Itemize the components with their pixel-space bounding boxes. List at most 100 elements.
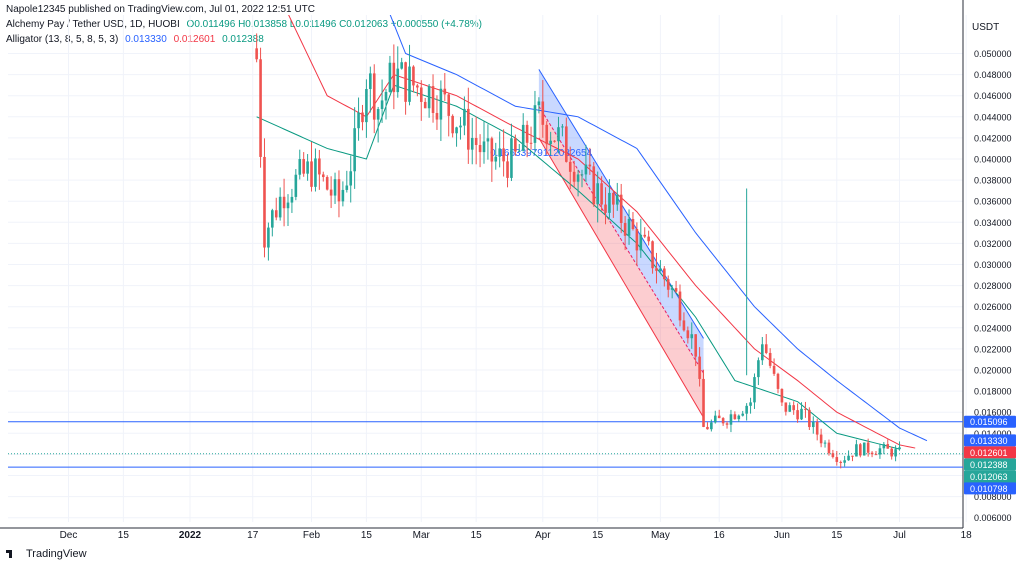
candle-body (494, 156, 498, 162)
candle-body (651, 241, 654, 269)
alligator-jaw-line (389, 15, 928, 442)
candle-body (694, 334, 697, 357)
candle-body (663, 268, 666, 280)
price-label-box (964, 482, 1016, 495)
candle-body (811, 421, 815, 428)
candle-body (302, 159, 305, 174)
candle-body (282, 196, 286, 209)
candle-body (819, 434, 823, 444)
candle-body (827, 442, 831, 454)
candle-body (835, 457, 839, 462)
candle-body (459, 125, 462, 128)
candle-body (537, 101, 541, 106)
candle-body (423, 101, 427, 109)
time-tick-label: 15 (471, 530, 483, 541)
candle-body (576, 174, 580, 182)
ohlc-values: O0.011496 H0.013858 L0.011496 C0.012063 … (186, 19, 482, 30)
candle-body (764, 344, 768, 353)
price-tick-label: 0.050000 (974, 49, 1012, 59)
time-tick-label: Mar (413, 530, 431, 541)
price-tick-label: 0.008000 (974, 492, 1012, 502)
symbol-name[interactable]: Alchemy Pay / Tether USD, 1D, HUOBI (6, 19, 180, 30)
price-label-text: 0.012388 (970, 460, 1008, 470)
price-label-text: 0.010798 (970, 484, 1008, 494)
candle-body (396, 68, 400, 93)
price-tick-label: 0.044000 (974, 112, 1012, 122)
candle-body (380, 100, 384, 110)
candle-body (882, 444, 886, 449)
brand-name: TradingView (26, 548, 87, 560)
candle-body (314, 158, 317, 187)
candle-body (447, 94, 451, 116)
candle-body (682, 320, 686, 331)
alligator-teeth-value: 0.012601 (173, 34, 216, 45)
candle-body (255, 48, 258, 60)
candle-body (839, 461, 843, 463)
candle-body (435, 112, 439, 120)
candle-body (521, 124, 525, 151)
candle-body (584, 164, 588, 175)
candle-body (866, 442, 870, 453)
time-tick-label: Jul (893, 530, 906, 541)
alligator-label[interactable]: Alligator (13, 8, 5, 8, 5, 3) (6, 34, 119, 45)
price-label-text: 0.012063 (970, 472, 1008, 482)
candle-body (427, 86, 431, 109)
candle-body (561, 126, 564, 128)
candle-body (372, 73, 376, 120)
candle-body (345, 185, 349, 190)
candle-body (263, 156, 266, 248)
candle-body (878, 448, 882, 455)
candle-body (451, 115, 454, 134)
candle-body (533, 105, 537, 143)
candle-body (478, 144, 482, 153)
candle-body (517, 150, 521, 152)
candle-body (604, 204, 607, 213)
candle-body (510, 138, 513, 178)
candle-body (859, 444, 862, 456)
time-tick-label: 17 (247, 530, 259, 541)
candle-body (514, 138, 517, 152)
time-tick-label: Jun (774, 530, 790, 541)
candle-body (568, 161, 572, 172)
price-label-box (964, 446, 1016, 459)
candle-body (365, 89, 368, 123)
candle-body (525, 124, 529, 143)
price-tick-label: 0.032000 (974, 239, 1012, 249)
alligator-teeth-line (288, 15, 916, 449)
candle-body (753, 377, 756, 403)
candle-body (647, 236, 650, 242)
candle-body (572, 171, 576, 182)
candle-body (470, 137, 474, 150)
candle-body (686, 330, 690, 339)
price-tick-label: 0.006000 (974, 513, 1012, 523)
candle-body (627, 218, 631, 236)
candle-body (580, 174, 584, 176)
time-tick-label: Apr (535, 530, 551, 541)
candle-body (412, 66, 415, 86)
channel-lower-line (538, 137, 704, 418)
candle-body (361, 112, 364, 123)
candle-body (788, 405, 792, 412)
candle-body (706, 426, 709, 430)
candle-body (274, 210, 278, 218)
price-tick-label: 0.024000 (974, 323, 1012, 333)
price-tick-label: 0.040000 (974, 155, 1012, 165)
candle-body (886, 444, 890, 449)
candle-body (545, 124, 549, 145)
candle-body (772, 365, 776, 374)
candle-body (808, 409, 811, 428)
time-tick-label: 15 (592, 530, 604, 541)
candle-body (384, 91, 388, 101)
candle-body (388, 62, 392, 92)
candle-body (639, 234, 643, 251)
candle-body (376, 109, 380, 120)
candle-body (870, 452, 874, 455)
candle-body (635, 229, 639, 251)
candle-body (847, 455, 850, 461)
candle-body (467, 108, 470, 150)
candle-body (674, 288, 678, 292)
candle-body (823, 442, 827, 444)
candle-body (541, 101, 545, 125)
candle-body (443, 88, 447, 95)
